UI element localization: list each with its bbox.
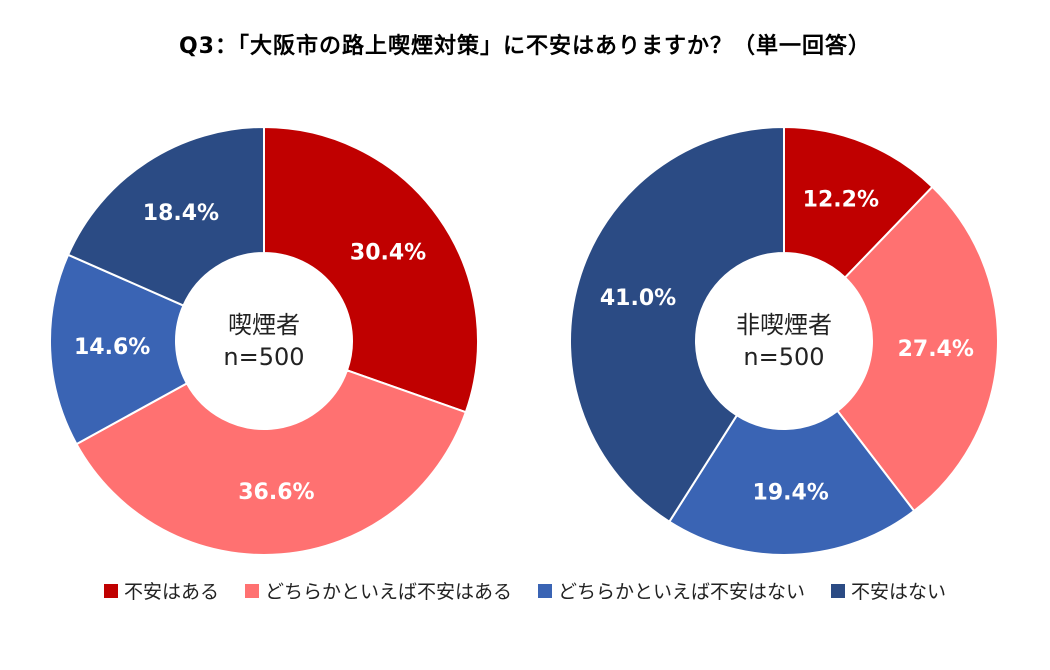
legend-item-somewhat-anxious: どちらかといえば不安はある: [244, 577, 512, 604]
legend-item-not-anxious: 不安はない: [831, 577, 946, 604]
data-label-non-smokers-somewhat-anxious: 27.4%: [898, 337, 974, 362]
data-label-non-smokers-not-anxious: 41.0%: [600, 286, 676, 311]
legend-item-somewhat-not-anxious: どちらかといえば不安はない: [538, 577, 805, 604]
legend-item-anxious: 不安はある: [103, 577, 219, 604]
legend-label-not-anxious: 不安はない: [851, 581, 947, 603]
legend-swatch-somewhat-anxious: [244, 583, 259, 598]
donut-smokers: 30.4% 36.6% 14.6% 18.4% 喫煙者 n=500: [49, 125, 479, 556]
data-label-smokers-not-anxious: 18.4%: [143, 201, 219, 226]
legend-swatch-somewhat-not-anxious: [538, 583, 552, 598]
center-label-smokers-group: 喫煙者: [228, 311, 300, 339]
data-label-smokers-somewhat-anxious: 36.6%: [238, 480, 314, 505]
legend-swatch-not-anxious: [831, 583, 846, 598]
legend: 不安はある どちらかといえば不安はある どちらかといえば不安はない 不安はない: [0, 577, 1050, 604]
slice-non-smokers-somewhat-anxious: [836, 185, 999, 513]
data-label-smokers-somewhat-not-anxious: 14.6%: [74, 335, 150, 360]
data-label-non-smokers-somewhat-not-anxious: 19.4%: [753, 480, 829, 505]
chart-title: Q3：「大阪市の路上喫煙対策」に不安はありますか？（単一回答）: [178, 34, 871, 59]
slice-smokers-not-anxious: [66, 125, 265, 307]
data-label-smokers-anxious: 30.4%: [350, 241, 426, 266]
slice-non-smokers-somewhat-not-anxious: [667, 409, 916, 556]
legend-label-anxious: 不安はある: [123, 581, 219, 603]
slice-smokers-somewhat-anxious: [75, 369, 468, 556]
center-label-non-smokers-count: n=500: [743, 343, 824, 371]
center-label-non-smokers-group: 非喫煙者: [736, 311, 832, 339]
slice-non-smokers-not-anxious: [569, 125, 785, 524]
center-label-smokers-count: n=500: [223, 343, 304, 371]
donut-non-smokers: 12.2% 27.4% 19.4% 41.0% 非喫煙者 n=500: [569, 125, 999, 556]
slice-non-smokers-anxious: [783, 125, 934, 280]
legend-label-somewhat-anxious: どちらかといえば不安はある: [264, 581, 512, 603]
slice-smokers-anxious: [263, 125, 479, 414]
slice-smokers-somewhat-not-anxious: [49, 253, 189, 446]
data-label-non-smokers-anxious: 12.2%: [803, 188, 879, 213]
legend-swatch-anxious: [103, 583, 118, 598]
legend-label-somewhat-not-anxious: どちらかといえば不安はない: [558, 581, 806, 603]
